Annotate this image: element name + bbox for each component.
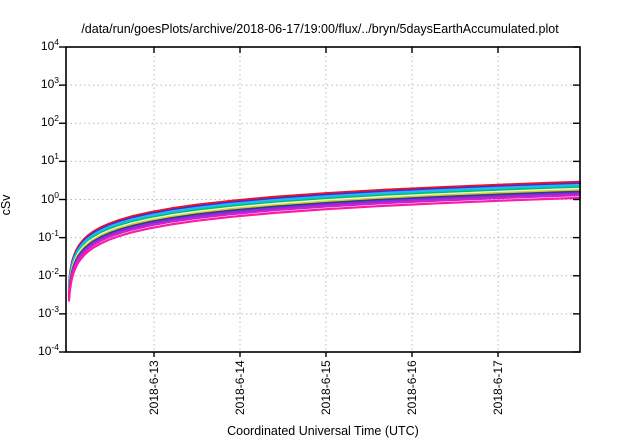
x-tick-label-2018-6-15: 2018-6-15 xyxy=(319,360,333,415)
y-tick-label-10e-1: 10-1 xyxy=(38,227,59,244)
x-axis-label: Coordinated Universal Time (UTC) xyxy=(227,424,419,438)
y-tick-label-10e1: 101 xyxy=(40,151,59,168)
x-tick-label-2018-6-14: 2018-6-14 xyxy=(233,360,247,415)
y-tick-label-10e-3: 10-3 xyxy=(38,303,59,320)
chart-title: /data/run/goesPlots/archive/2018-06-17/1… xyxy=(81,22,559,36)
x-tick-label-2018-6-13: 2018-6-13 xyxy=(147,360,161,415)
x-tick-label-2018-6-17: 2018-6-17 xyxy=(491,360,505,415)
y-tick-label-10e3: 103 xyxy=(40,75,59,92)
accumulated-line-11 xyxy=(67,196,582,302)
y-tick-label-10e-4: 10-4 xyxy=(38,342,59,358)
accumulated-line-10 xyxy=(67,194,582,300)
y-tick-label-10e2: 102 xyxy=(40,113,59,130)
x-tick-label-2018-6-16: 2018-6-16 xyxy=(405,360,419,415)
y-tick-label-10e4: 104 xyxy=(40,37,59,53)
y-tick-label-10e0: 100 xyxy=(40,189,59,206)
y-tick-label-10e-2: 10-2 xyxy=(38,265,59,282)
